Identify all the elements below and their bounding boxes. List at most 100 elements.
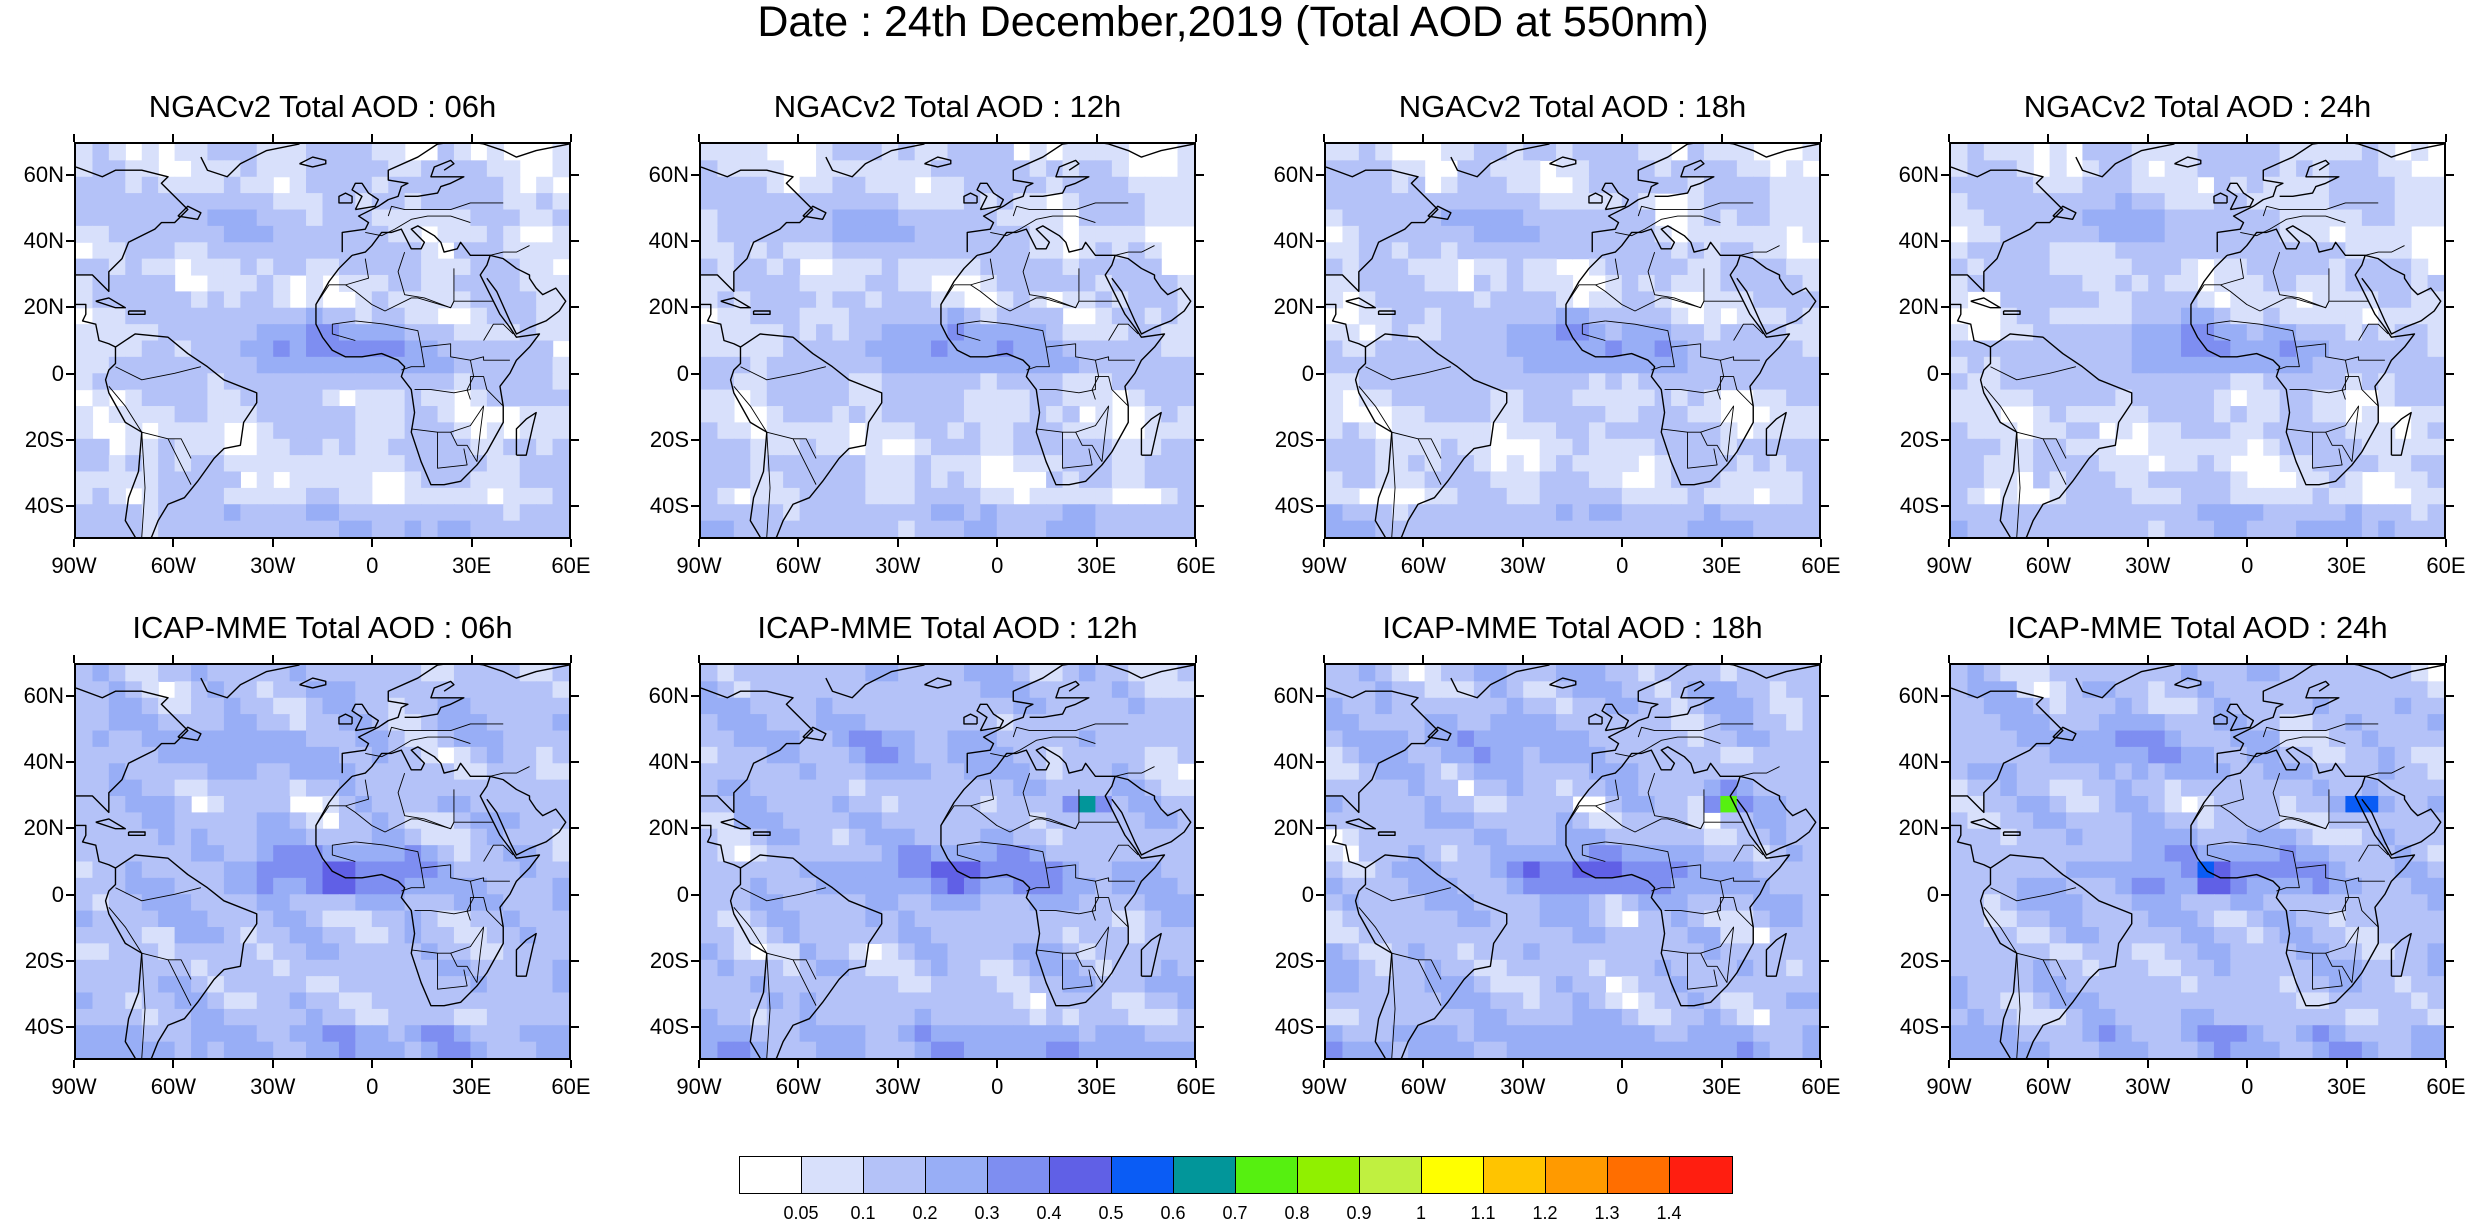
aod-cell bbox=[2198, 390, 2215, 407]
aod-cell bbox=[1392, 894, 1409, 911]
aod-cell bbox=[1507, 422, 1524, 439]
aod-cell bbox=[1490, 177, 1507, 194]
aod-cell bbox=[832, 731, 849, 748]
aod-cell bbox=[717, 242, 734, 259]
aod-cell bbox=[2148, 259, 2165, 276]
aod-cell bbox=[1474, 780, 1491, 797]
aod-cell bbox=[1540, 373, 1557, 390]
aod-cell bbox=[1425, 845, 1442, 862]
aod-cell bbox=[980, 488, 997, 505]
aod-cell bbox=[158, 308, 175, 325]
aod-cell bbox=[273, 1042, 290, 1058]
aod-cell bbox=[2082, 357, 2099, 374]
aod-cell bbox=[1770, 390, 1787, 407]
aod-cell bbox=[1507, 275, 1524, 292]
aod-cell bbox=[1507, 665, 1524, 682]
aod-cell bbox=[1737, 357, 1754, 374]
aod-cell bbox=[1622, 681, 1639, 698]
aod-cell bbox=[1457, 193, 1474, 210]
aod-cell bbox=[915, 406, 932, 423]
aod-cell bbox=[372, 681, 389, 698]
aod-cell bbox=[1161, 471, 1178, 488]
aod-cell bbox=[1474, 422, 1491, 439]
lat-tick-label: 60N bbox=[0, 164, 64, 186]
aod-cell bbox=[1474, 665, 1491, 682]
aod-cell bbox=[2345, 341, 2362, 358]
aod-cell bbox=[849, 894, 866, 911]
aod-cell bbox=[1079, 177, 1096, 194]
aod-cell bbox=[207, 193, 224, 210]
aod-cell bbox=[980, 422, 997, 439]
aod-cell bbox=[438, 504, 455, 521]
aod-cell bbox=[207, 665, 224, 682]
aod-cell bbox=[734, 177, 751, 194]
aod-cell bbox=[1490, 665, 1507, 682]
aod-cell bbox=[734, 193, 751, 210]
aod-cell bbox=[1030, 763, 1047, 780]
aod-cell bbox=[865, 471, 882, 488]
aod-cell bbox=[2230, 521, 2247, 537]
aod-cell bbox=[767, 927, 784, 944]
lon-tick-mark bbox=[797, 1060, 799, 1068]
coastline bbox=[1971, 298, 2001, 308]
aod-cell bbox=[2033, 390, 2050, 407]
aod-cell bbox=[438, 845, 455, 862]
aod-cell bbox=[306, 894, 323, 911]
aod-cell bbox=[405, 796, 422, 813]
lat-tick-label: 0 bbox=[0, 884, 64, 906]
aod-cell bbox=[1145, 976, 1162, 993]
aod-cell bbox=[2181, 242, 2198, 259]
aod-cell bbox=[2148, 242, 2165, 259]
lon-tick-label: 60W bbox=[1388, 555, 1458, 577]
aod-cell bbox=[1342, 927, 1359, 944]
aod-cell bbox=[2411, 144, 2428, 161]
aod-cell bbox=[997, 160, 1014, 177]
aod-cell bbox=[355, 390, 372, 407]
aod-cell bbox=[701, 422, 718, 439]
aod-cell bbox=[388, 812, 405, 829]
aod-cell bbox=[931, 373, 948, 390]
aod-cell bbox=[1145, 763, 1162, 780]
aod-cell bbox=[1457, 357, 1474, 374]
aod-cell bbox=[438, 878, 455, 895]
aod-cell bbox=[948, 812, 965, 829]
aod-cell bbox=[1079, 862, 1096, 879]
aod-cell bbox=[1605, 731, 1622, 748]
aod-cell bbox=[2411, 373, 2428, 390]
aod-cell bbox=[323, 763, 340, 780]
aod-cell bbox=[1326, 193, 1343, 210]
aod-cell bbox=[2378, 504, 2395, 521]
aod-cell bbox=[832, 992, 849, 1009]
aod-cell bbox=[1803, 521, 1819, 537]
aod-cell bbox=[1474, 521, 1491, 537]
aod-cell bbox=[158, 911, 175, 928]
aod-cell bbox=[257, 308, 274, 325]
aod-cell bbox=[898, 275, 915, 292]
aod-cell bbox=[2115, 521, 2132, 537]
aod-cell bbox=[1441, 714, 1458, 731]
aod-cell bbox=[1408, 812, 1425, 829]
aod-cell bbox=[2362, 210, 2379, 227]
lon-tick-mark bbox=[1422, 539, 1424, 547]
aod-cell bbox=[816, 406, 833, 423]
aod-cell bbox=[273, 812, 290, 829]
aod-cell bbox=[1589, 210, 1606, 227]
aod-cell bbox=[1408, 242, 1425, 259]
aod-cell bbox=[1967, 390, 1984, 407]
aod-cell bbox=[1326, 812, 1343, 829]
aod-cell bbox=[2313, 324, 2330, 341]
aod-cell bbox=[2395, 177, 2412, 194]
aod-cell bbox=[142, 406, 159, 423]
aod-cell bbox=[1704, 665, 1721, 682]
aod-cell bbox=[92, 193, 109, 210]
aod-cell bbox=[915, 894, 932, 911]
aod-cell bbox=[997, 177, 1014, 194]
aod-cell bbox=[1178, 210, 1194, 227]
aod-cell bbox=[207, 796, 224, 813]
aod-cell bbox=[1671, 747, 1688, 764]
aod-cell bbox=[832, 242, 849, 259]
aod-cell bbox=[290, 714, 307, 731]
aod-cell bbox=[536, 911, 553, 928]
aod-cell bbox=[717, 747, 734, 764]
aod-cell bbox=[2280, 504, 2297, 521]
